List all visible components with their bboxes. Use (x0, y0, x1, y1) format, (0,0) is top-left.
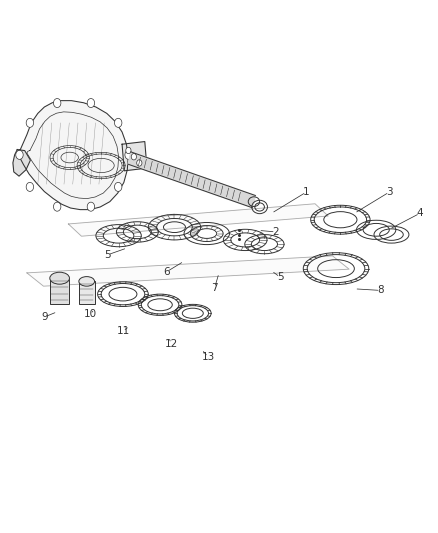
Circle shape (87, 202, 95, 211)
Ellipse shape (50, 272, 70, 284)
Text: 6: 6 (163, 267, 170, 277)
Text: 10: 10 (84, 309, 97, 319)
FancyBboxPatch shape (50, 278, 70, 304)
Circle shape (87, 99, 95, 108)
Polygon shape (17, 101, 128, 209)
Polygon shape (128, 152, 255, 208)
Text: 8: 8 (377, 286, 384, 295)
Circle shape (53, 202, 61, 211)
Circle shape (26, 182, 34, 191)
Circle shape (114, 182, 122, 191)
Text: 4: 4 (417, 208, 423, 219)
Text: 1: 1 (303, 187, 310, 197)
Text: 9: 9 (41, 312, 48, 322)
Text: 13: 13 (201, 352, 215, 362)
Text: 2: 2 (272, 227, 279, 237)
Polygon shape (68, 204, 328, 236)
Polygon shape (13, 150, 30, 176)
Text: 11: 11 (117, 326, 130, 336)
Circle shape (131, 154, 137, 160)
Text: 7: 7 (211, 283, 218, 293)
Circle shape (126, 147, 131, 154)
Polygon shape (122, 142, 147, 171)
Polygon shape (27, 256, 349, 286)
Text: 5: 5 (104, 250, 111, 260)
Circle shape (125, 150, 132, 159)
Text: 3: 3 (386, 187, 392, 197)
Text: 5: 5 (277, 272, 283, 282)
FancyBboxPatch shape (79, 281, 95, 304)
Ellipse shape (79, 277, 95, 286)
Circle shape (114, 118, 122, 127)
Circle shape (137, 160, 142, 166)
Circle shape (26, 118, 34, 127)
Circle shape (16, 150, 23, 159)
Text: 12: 12 (164, 338, 177, 349)
Circle shape (53, 99, 61, 108)
